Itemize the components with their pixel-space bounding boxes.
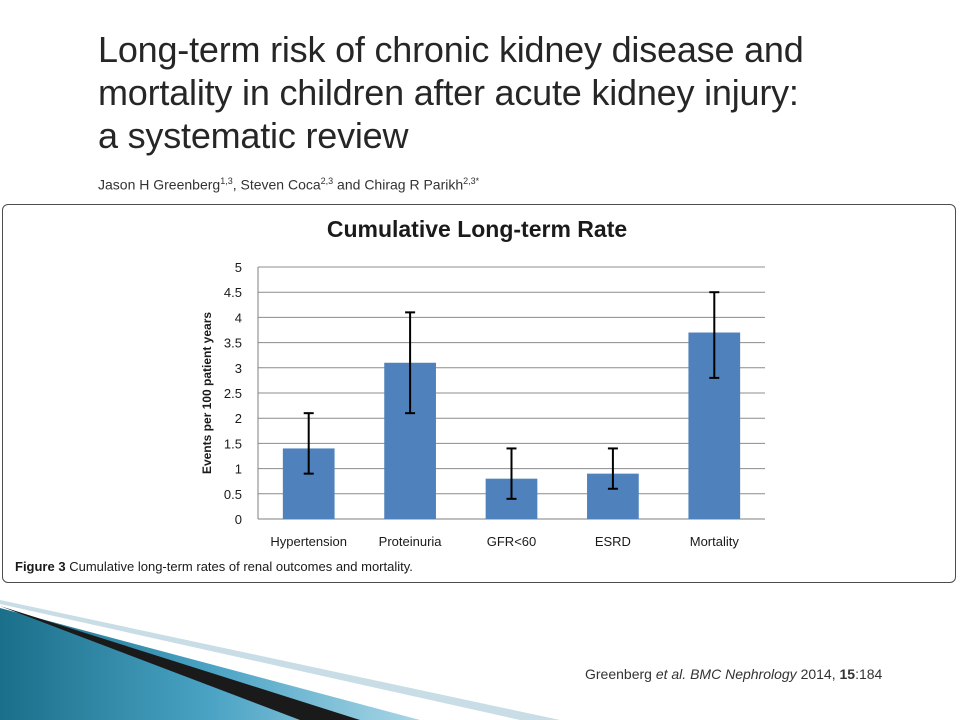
author-name: Chirag R Parikh — [364, 176, 464, 193]
y-tick-label: 4 — [235, 310, 242, 325]
figure-panel: Cumulative Long-term Rate Events per 100… — [2, 204, 956, 583]
y-tick-label: 2.5 — [224, 386, 242, 401]
title-line-1: Long-term risk of chronic kidney disease… — [98, 29, 804, 70]
y-tick-label: 1 — [235, 462, 242, 477]
x-tick-label: ESRD — [595, 534, 631, 549]
author-separator: , — [232, 176, 241, 193]
citation-journal: BMC Nephrology — [690, 666, 797, 682]
figure-caption: Figure 3 Cumulative long-term rates of r… — [15, 559, 413, 574]
x-tick-label: Mortality — [690, 534, 740, 549]
x-tick-labels: Hypertension Proteinuria GFR<60 ESRD Mortali… — [270, 534, 739, 549]
x-tick-label: Proteinuria — [379, 534, 443, 549]
chart-title: Cumulative Long-term Rate — [327, 216, 627, 242]
y-tick-label: 3.5 — [224, 336, 242, 351]
title-line-3: a systematic review — [98, 115, 409, 156]
y-tick-label: 0 — [235, 512, 242, 527]
author-name: Jason H Greenberg — [98, 176, 221, 193]
y-tick-label: 4.5 — [224, 285, 242, 300]
y-axis-label: Events per 100 patient years — [200, 312, 214, 474]
x-tick-label: Hypertension — [270, 534, 347, 549]
citation-etal: et al. — [655, 666, 687, 682]
caption-text: Cumulative long-term rates of renal outc… — [69, 559, 413, 574]
slide-title: Long-term risk of chronic kidney disease… — [98, 28, 898, 157]
author-list: Jason H Greenberg1,3, Steven Coca2,3 and… — [98, 176, 479, 193]
citation-authors: Greenberg — [585, 666, 652, 682]
y-tick-label: 0.5 — [224, 487, 242, 502]
caption-label: Figure 3 — [15, 559, 66, 574]
author-name: Steven Coca — [240, 176, 321, 193]
citation-volume: 15 — [839, 666, 856, 682]
author-affiliation: 2,3 — [320, 176, 334, 186]
citation-pages: :184 — [855, 666, 883, 682]
citation-year: 2014, — [800, 666, 836, 682]
error-bars — [303, 291, 720, 500]
author-separator: and — [333, 176, 365, 193]
decorative-swoosh — [0, 600, 560, 720]
y-tick-label: 2 — [235, 411, 242, 426]
y-tick-label: 1.5 — [224, 436, 242, 451]
title-line-2: mortality in children after acute kidney… — [98, 72, 799, 113]
author-affiliation: 2,3* — [463, 176, 480, 186]
y-tick-label: 3 — [235, 361, 242, 376]
author-affiliation: 1,3 — [220, 176, 233, 186]
citation: Greenberg et al. BMC Nephrology 2014, 15… — [585, 666, 882, 682]
y-tick-labels: 0 0.5 1 1.5 2 2.5 3 3.5 4 4.5 5 — [224, 260, 242, 527]
bar-chart: Cumulative Long-term Rate Events per 100… — [200, 216, 765, 549]
x-tick-label: GFR<60 — [487, 534, 537, 549]
y-tick-label: 5 — [235, 260, 242, 275]
